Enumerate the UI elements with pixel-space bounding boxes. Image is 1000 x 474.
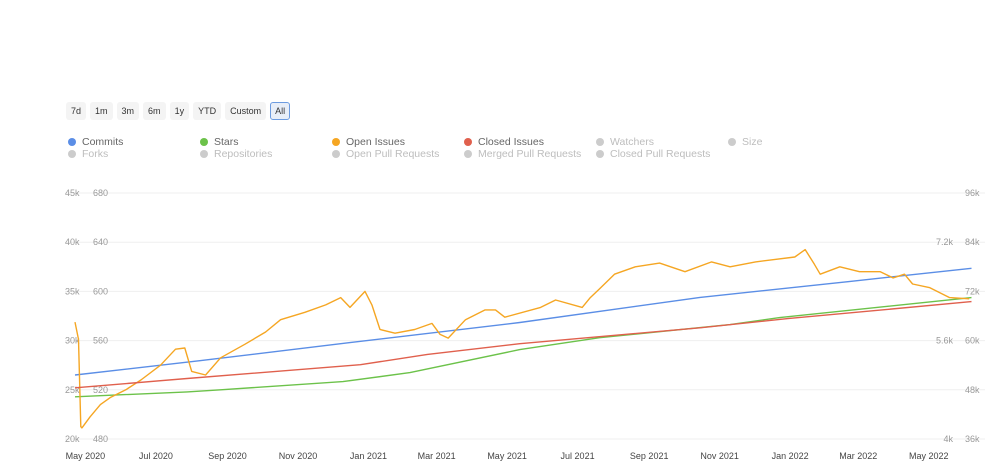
legend-dot-icon <box>200 150 208 158</box>
range-button-3m[interactable]: 3m <box>116 102 140 120</box>
axis-tick-right2: 72k <box>965 286 980 296</box>
legend-dot-icon <box>596 138 604 146</box>
legend-label: Closed Pull Requests <box>610 148 711 160</box>
legend-dot-icon <box>464 138 472 146</box>
series-line-open-issues <box>74 248 970 429</box>
legend-dot-icon <box>728 138 736 146</box>
axis-tick-left2: 560 <box>93 336 108 346</box>
axis-tick-left1: 40k <box>65 237 80 247</box>
axis-tick-left2: 600 <box>93 286 108 296</box>
time-range-selector: 7d 1m 3m 6m 1y YTD Custom All <box>66 102 291 120</box>
axis-tick-left2: 520 <box>93 385 108 395</box>
range-button-1m[interactable]: 1m <box>90 102 113 120</box>
x-axis-tick: Mar 2021 <box>418 451 456 461</box>
legend-item-repositories[interactable]: Repositories <box>200 148 332 160</box>
range-button-6m[interactable]: 6m <box>143 102 166 120</box>
legend-label: Commits <box>82 136 124 148</box>
axis-tick-left1: 45k <box>65 188 80 198</box>
legend-label: Forks <box>82 148 109 160</box>
legend-label: Size <box>742 136 763 148</box>
legend-label: Closed Issues <box>478 136 544 148</box>
x-axis-tick: Jan 2022 <box>772 451 809 461</box>
axis-tick-left2: 480 <box>93 434 108 444</box>
legend-dot-icon <box>200 138 208 146</box>
chart-legend: Commits Stars Open Issues Closed Issues Watc… <box>68 136 860 160</box>
legend-item-watchers[interactable]: Watchers <box>596 136 728 148</box>
legend-label: Open Issues <box>346 136 405 148</box>
legend-label: Stars <box>214 136 239 148</box>
axis-tick-right1: 4k <box>943 434 953 444</box>
range-button-custom[interactable]: Custom <box>225 102 267 120</box>
axis-tick-right2: 60k <box>965 336 980 346</box>
axis-tick-right2: 36k <box>965 434 980 444</box>
series-line-stars <box>74 296 972 398</box>
x-axis-tick: May 2022 <box>909 451 949 461</box>
x-axis-tick: Jul 2021 <box>561 451 595 461</box>
legend-item-closed-pull-requests[interactable]: Closed Pull Requests <box>596 148 728 160</box>
legend-label: Open Pull Requests <box>346 148 440 160</box>
series-line-commits <box>74 267 972 376</box>
legend-item-closed-issues[interactable]: Closed Issues <box>464 136 596 148</box>
legend-dot-icon <box>68 138 76 146</box>
legend-item-commits[interactable]: Commits <box>68 136 200 148</box>
axis-tick-right1: 7.2k <box>936 237 954 247</box>
legend-item-open-pull-requests[interactable]: Open Pull Requests <box>332 148 464 160</box>
legend-item-merged-pull-requests[interactable]: Merged Pull Requests <box>464 148 596 160</box>
axis-tick-right2: 96k <box>965 188 980 198</box>
legend-item-stars[interactable]: Stars <box>200 136 332 148</box>
x-axis-tick: May 2020 <box>66 451 106 461</box>
axis-tick-right1: 5.6k <box>936 336 954 346</box>
axis-tick-left2: 640 <box>93 237 108 247</box>
x-axis-tick: Jul 2020 <box>139 451 173 461</box>
x-axis-tick: Jan 2021 <box>350 451 387 461</box>
legend-dot-icon <box>332 138 340 146</box>
legend-label: Repositories <box>214 148 273 160</box>
axis-tick-left1: 35k <box>65 286 80 296</box>
axis-tick-left1: 20k <box>65 434 80 444</box>
legend-label: Merged Pull Requests <box>478 148 582 160</box>
axis-tick-right2: 84k <box>965 237 980 247</box>
range-button-7d[interactable]: 7d <box>66 102 87 120</box>
range-button-ytd[interactable]: YTD <box>193 102 222 120</box>
x-axis-tick: Nov 2020 <box>279 451 318 461</box>
x-axis-tick: Sep 2020 <box>208 451 247 461</box>
axis-tick-left2: 680 <box>93 188 108 198</box>
axis-tick-left1: 25k <box>65 385 80 395</box>
axis-tick-left1: 30k <box>65 336 80 346</box>
legend-item-open-issues[interactable]: Open Issues <box>332 136 464 148</box>
x-axis-tick: May 2021 <box>487 451 527 461</box>
axis-tick-right2: 48k <box>965 385 980 395</box>
x-axis-tick: Nov 2021 <box>700 451 739 461</box>
legend-label: Watchers <box>610 136 654 148</box>
range-button-1y[interactable]: 1y <box>169 102 190 120</box>
x-axis-tick: Sep 2021 <box>630 451 669 461</box>
x-axis-tick: Mar 2022 <box>839 451 877 461</box>
legend-item-size[interactable]: Size <box>728 136 860 148</box>
legend-dot-icon <box>332 150 340 158</box>
legend-dot-icon <box>464 150 472 158</box>
series-line-closed-issues <box>74 300 972 389</box>
range-button-all[interactable]: All <box>270 102 291 120</box>
legend-dot-icon <box>596 150 604 158</box>
legend-dot-icon <box>68 150 76 158</box>
legend-item-forks[interactable]: Forks <box>68 148 200 160</box>
